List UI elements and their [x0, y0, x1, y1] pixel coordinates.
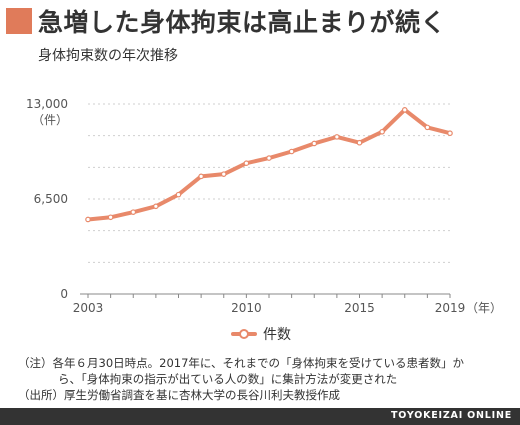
source-line: （出所）厚生労働省調査を基に杏林大学の長谷川利夫教授作成: [18, 388, 340, 402]
legend-swatch: [231, 328, 257, 340]
note-line-2: ら、「身体拘束の指示が出ている人の数」に集計方法が変更された: [58, 372, 398, 386]
data-point: [447, 130, 453, 137]
x-unit-label: （年）: [466, 301, 502, 315]
legend-label: 件数: [263, 327, 291, 343]
y-tick-label: 0: [60, 287, 68, 301]
data-point: [334, 134, 340, 140]
brand-logo-text: TOYOKEIZAI ONLINE: [391, 410, 512, 421]
note-line-1: （注）各年６月30日時点。2017年に、それまでの「身体拘束を受けている患者数」…: [18, 356, 465, 370]
y-unit-label: （件）: [32, 113, 68, 127]
data-point: [379, 128, 385, 135]
data-point: [401, 107, 408, 113]
y-tick-label: 6,500: [34, 192, 68, 206]
chart-subtitle: 身体拘束数の年次推移: [38, 48, 178, 64]
data-point: [266, 155, 272, 161]
footer-bar: TOYOKEIZAI ONLINE: [0, 408, 520, 425]
data-point: [424, 124, 431, 131]
chart-title: 急増した身体拘束は高止まりが続く: [38, 8, 447, 37]
data-point: [175, 191, 182, 198]
title-marker: [6, 8, 32, 34]
title-row: 急増した身体拘束は高止まりが続く: [6, 4, 446, 38]
legend-dot: [239, 329, 249, 339]
data-point: [85, 216, 91, 223]
x-tick-label: 2010: [231, 301, 262, 315]
data-point: [153, 203, 159, 210]
legend: 件数: [231, 324, 291, 344]
data-point: [311, 140, 318, 147]
data-point: [243, 160, 250, 166]
data-point: [130, 209, 137, 215]
data-point: [198, 173, 204, 180]
data-point: [288, 148, 295, 155]
x-tick-label: 2015: [344, 301, 375, 315]
data-point: [220, 171, 227, 177]
y-tick-label: 13,000: [26, 97, 68, 111]
series-line: [86, 107, 452, 222]
x-tick-label: 2019: [435, 301, 466, 315]
notes: （注）各年６月30日時点。2017年に、それまでの「身体拘束を受けている患者数」…: [18, 355, 464, 403]
data-point: [356, 139, 363, 146]
data-point: [107, 214, 114, 221]
x-tick-label: 2003: [73, 301, 104, 315]
